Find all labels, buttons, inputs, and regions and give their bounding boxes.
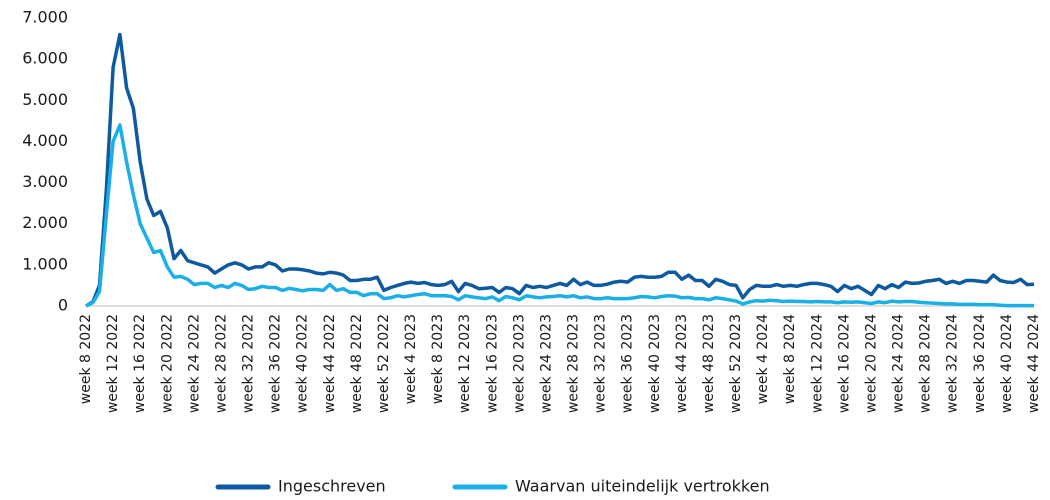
y-tick-label: 7.000 (22, 8, 68, 27)
x-tick-label: week 8 2023 (430, 314, 446, 404)
x-tick-label: week 32 2024 (945, 314, 961, 413)
x-tick-label: week 8 2022 (78, 314, 94, 404)
y-tick-label: 1.000 (22, 254, 68, 273)
x-tick-label: week 48 2023 (701, 314, 717, 413)
x-tick-label: week 28 2022 (213, 314, 229, 413)
x-tick-label: week 12 2022 (105, 314, 121, 413)
x-tick-label: week 24 2024 (891, 314, 907, 413)
legend-label: Ingeschreven (278, 477, 386, 496)
x-tick-label: week 12 2024 (809, 314, 825, 413)
x-tick-label: week 20 2024 (863, 314, 879, 413)
x-tick-label: week 4 2023 (403, 314, 419, 404)
x-tick-label: week 32 2023 (593, 314, 609, 413)
line-series (85, 32, 1035, 308)
x-tick-label: week 48 2022 (349, 314, 365, 413)
x-tick-label: week 32 2022 (241, 314, 257, 413)
y-tick-label: 6.000 (22, 49, 68, 68)
x-tick-label: week 16 2024 (836, 314, 852, 413)
x-tick-label: week 44 2023 (674, 314, 690, 413)
x-tick-label: week 28 2024 (918, 314, 934, 413)
x-tick-label: week 36 2023 (620, 314, 636, 413)
x-tick-label: week 20 2023 (511, 314, 527, 413)
x-tick-label: week 44 2022 (322, 314, 338, 413)
line-series (85, 123, 1034, 308)
y-tick-label: 0 (58, 296, 68, 315)
x-tick-label: week 36 2022 (268, 314, 284, 413)
x-tick-label: week 52 2023 (728, 314, 744, 413)
legend-label: Waarvan uiteindelijk vertrokken (515, 477, 770, 496)
x-tick-label: week 44 2024 (1026, 314, 1042, 413)
x-tick-label: week 40 2023 (647, 314, 663, 413)
x-tick-label: week 8 2024 (782, 314, 798, 404)
x-tick-label: week 24 2023 (538, 314, 554, 413)
x-tick-label: week 40 2024 (999, 314, 1015, 413)
x-tick-label: week 16 2023 (484, 314, 500, 413)
y-tick-label: 5.000 (22, 90, 68, 109)
x-tick-label: week 4 2024 (755, 314, 771, 404)
x-tick-label: week 16 2022 (132, 314, 148, 413)
x-tick-label: week 40 2022 (295, 314, 311, 413)
y-tick-label: 4.000 (22, 131, 68, 150)
x-tick-label: week 28 2023 (566, 314, 582, 413)
x-tick-label: week 12 2023 (457, 314, 473, 413)
x-tick-label: week 36 2024 (972, 314, 988, 413)
x-tick-label: week 52 2022 (376, 314, 392, 413)
y-tick-label: 2.000 (22, 213, 68, 232)
y-tick-label: 3.000 (22, 172, 68, 191)
x-tick-label: week 20 2022 (159, 314, 175, 413)
x-tick-label: week 24 2022 (186, 314, 202, 413)
